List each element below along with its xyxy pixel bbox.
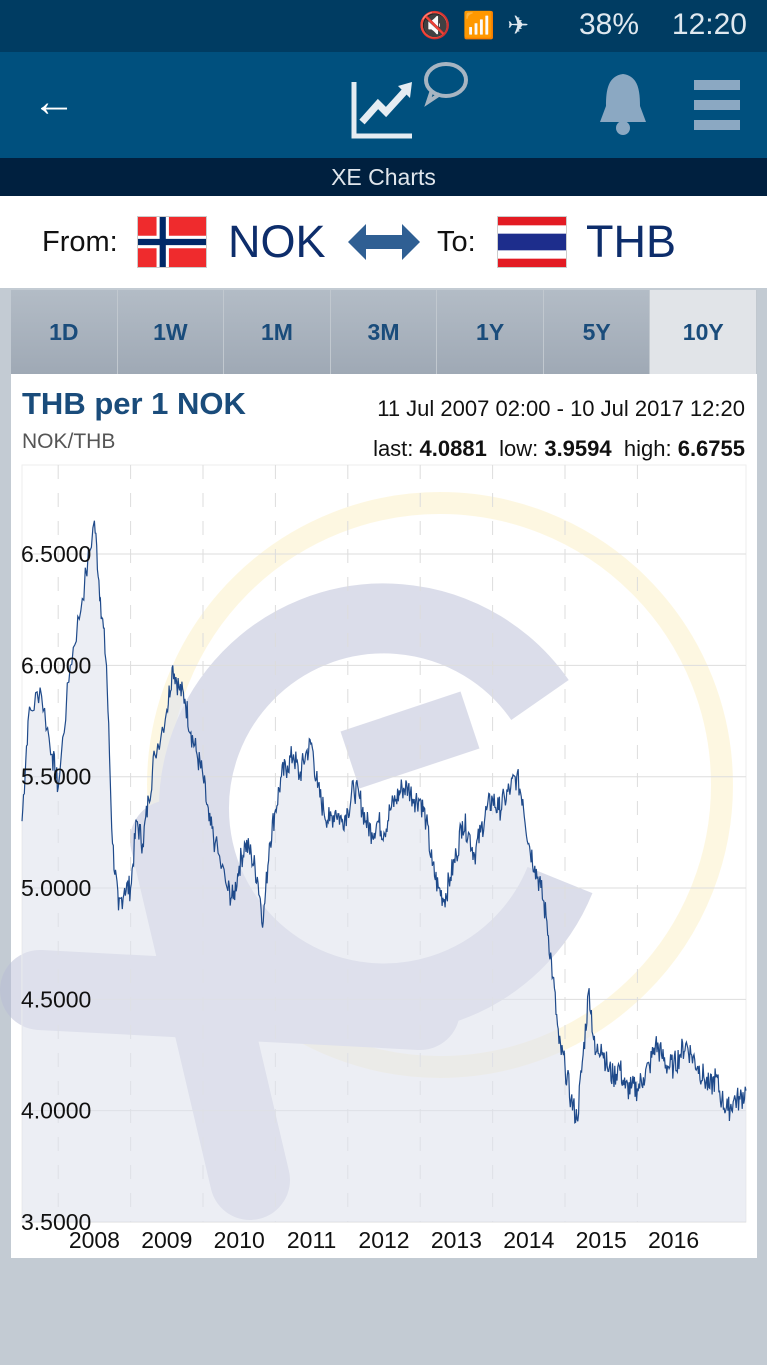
y-tick-label: 6.5000: [21, 541, 91, 567]
from-currency[interactable]: NOK: [228, 216, 326, 267]
y-tick-label: 4.0000: [21, 1098, 91, 1124]
swap-arrows-icon[interactable]: [348, 222, 420, 262]
tab-1m[interactable]: 1M: [224, 290, 331, 374]
hamburger-menu-icon[interactable]: [694, 80, 740, 130]
y-tick-label: 5.5000: [21, 764, 91, 790]
x-tick-label: 2013: [431, 1227, 482, 1253]
tab-1w[interactable]: 1W: [117, 290, 225, 374]
date-range: 11 Jul 2007 02:00 - 10 Jul 2017 12:20: [377, 396, 745, 421]
series-area: [22, 520, 746, 1222]
rate-stats: last: 4.0881 low: 3.9594 high: 6.6755: [373, 436, 745, 462]
screen-title: XE Charts: [0, 158, 767, 196]
app-bar: ←: [0, 52, 767, 158]
low-label: low:: [499, 436, 539, 461]
x-tick-label: 2008: [69, 1227, 120, 1253]
range-tabs: 1D 1W 1M 3M 1Y 5Y 10Y: [11, 290, 758, 374]
arrow-left-icon[interactable]: ←: [32, 77, 76, 126]
y-tick-label: 5.0000: [21, 875, 91, 901]
x-tick-label: 2011: [287, 1227, 336, 1253]
x-tick-label: 2016: [648, 1227, 699, 1253]
tab-1d[interactable]: 1D: [11, 290, 118, 374]
high-label: high:: [623, 436, 672, 461]
clock: 12:20: [671, 8, 747, 41]
from-label: From:: [42, 226, 118, 258]
status-icons: 🔇📶✈: [418, 10, 541, 40]
x-tick-label: 2015: [576, 1227, 627, 1253]
battery-level: 38%: [578, 8, 639, 41]
to-label: To:: [437, 226, 476, 258]
x-tick-label: 2012: [358, 1227, 409, 1253]
thailand-flag-icon[interactable]: [497, 216, 567, 268]
bell-icon[interactable]: [592, 70, 654, 140]
x-tick-label: 2009: [141, 1227, 192, 1253]
currency-pair-selector: From: NOK To: THB: [0, 196, 767, 288]
low-value: 3.9594: [544, 436, 612, 461]
tab-3m[interactable]: 3M: [330, 290, 438, 374]
tab-5y[interactable]: 5Y: [543, 290, 651, 374]
high-value: 6.6755: [677, 436, 745, 461]
y-tick-label: 6.0000: [21, 652, 91, 678]
status-bar: 🔇📶✈ 38% 12:20: [0, 0, 767, 52]
tab-10y[interactable]: 10Y: [650, 290, 758, 374]
y-tick-label: 4.5000: [21, 986, 91, 1012]
x-tick-label: 2014: [503, 1227, 554, 1253]
x-tick-label: 2010: [214, 1227, 265, 1253]
tab-1y[interactable]: 1Y: [437, 290, 544, 374]
last-label: last:: [373, 436, 414, 461]
series-line: [21, 520, 747, 1124]
y-tick-label: 3.5000: [21, 1209, 91, 1235]
norway-flag-icon[interactable]: [137, 216, 207, 268]
to-currency[interactable]: THB: [586, 216, 676, 267]
pair-code: NOK/THB: [22, 430, 116, 453]
last-value: 4.0881: [419, 436, 487, 461]
chart-chat-icon[interactable]: [350, 60, 474, 146]
chart-title: THB per 1 NOK: [22, 386, 246, 421]
